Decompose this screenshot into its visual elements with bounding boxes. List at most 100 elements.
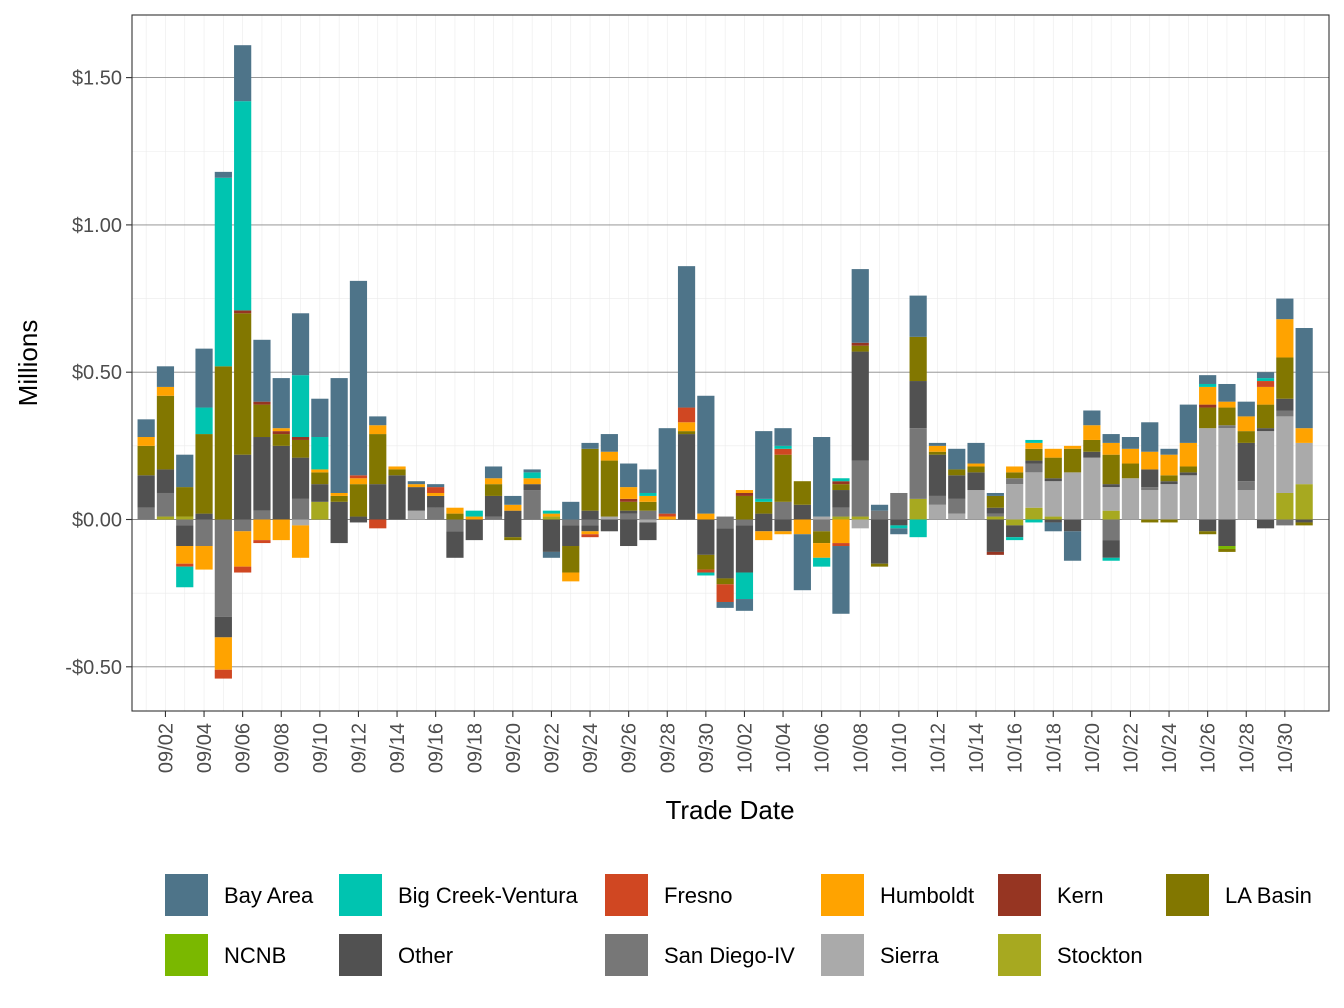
bar-segment-la-basin (1179, 466, 1197, 473)
legend-item-bay-area: Bay Area (165, 874, 314, 916)
bar-segment-bay-area (581, 442, 599, 449)
bar-segment-san-diego-iv (774, 501, 792, 520)
bar-group-09-23 (562, 501, 580, 582)
bar-group-09-20 (504, 495, 522, 541)
bar-segment-bay-area (1141, 422, 1159, 452)
legend-label: Sierra (880, 943, 939, 968)
bar-segment-la-basin (851, 345, 869, 352)
bar-segment-other (600, 519, 618, 532)
bar-segment-humboldt (465, 516, 483, 520)
bar-segment-stockton (832, 516, 850, 520)
bar-segment-humboldt (176, 546, 194, 564)
x-tick-label: 10/26 (1198, 723, 1220, 773)
x-tick-label: 10/28 (1236, 723, 1258, 773)
bar-segment-bay-area (369, 416, 387, 426)
bar-segment-big-creek-ventura (176, 566, 194, 588)
bar-segment-other (214, 616, 232, 638)
bar-segment-fresno (677, 407, 696, 423)
bar-segment-bay-area (562, 501, 580, 520)
legend-item-la-basin: LA Basin (1166, 874, 1312, 916)
bar-segment-humboldt (427, 492, 445, 496)
bar-segment-la-basin (1121, 463, 1140, 479)
bar-segment-san-diego-iv (620, 513, 638, 520)
bar-segment-la-basin (697, 554, 715, 570)
bar-segment-other (716, 528, 734, 579)
bar-segment-san-diego-iv (716, 519, 734, 529)
bar-segment-humboldt (1044, 448, 1062, 458)
bar-segment-sierra (1141, 490, 1159, 520)
bar-segment-la-basin (1237, 431, 1255, 443)
bar-segment-san-diego-iv (137, 507, 155, 520)
legend-item-big-creek-ventura: Big Creek-Ventura (339, 874, 579, 916)
bar-segment-other (581, 510, 599, 520)
bar-segment-la-basin (1141, 519, 1159, 523)
x-tick-label: 09/26 (619, 723, 641, 773)
bar-segment-san-diego-iv (156, 492, 175, 517)
bar-group-09-18 (465, 510, 483, 541)
bar-segment-la-basin (928, 451, 947, 455)
bar-segment-la-basin (253, 404, 271, 438)
bar-segment-other (1102, 540, 1120, 558)
bar-group-10-14 (967, 442, 985, 520)
legend-label: LA Basin (1225, 883, 1312, 908)
bar-segment-other (1102, 484, 1120, 488)
bar-segment-stockton (1102, 510, 1120, 520)
bar-segment-other (369, 484, 387, 520)
bar-segment-la-basin (1025, 448, 1043, 461)
bar-segment-san-diego-iv (832, 507, 850, 517)
bars-layer (137, 45, 1313, 679)
bar-segment-other (870, 519, 889, 564)
x-tick-label: 09/08 (271, 723, 293, 773)
bar-segment-bay-area (832, 546, 850, 614)
x-tick-label: 09/20 (503, 723, 525, 773)
x-tick-label: 10/16 (1005, 723, 1027, 773)
bar-segment-other (272, 445, 290, 520)
bar-segment-la-basin (639, 501, 657, 511)
bar-segment-san-diego-iv (928, 495, 947, 505)
bar-segment-sierra (1025, 472, 1043, 508)
bar-segment-san-diego-iv (523, 490, 541, 520)
bar-segment-humboldt (1102, 442, 1120, 455)
bar-segment-humboldt (446, 507, 464, 514)
bar-segment-humboldt (697, 513, 715, 520)
bar-segment-humboldt (272, 519, 290, 541)
bar-segment-bay-area (484, 466, 503, 479)
bar-segment-bay-area (600, 434, 618, 452)
x-tick-label: 10/02 (734, 723, 756, 773)
legend-label: Kern (1057, 883, 1103, 908)
bar-segment-la-basin (272, 434, 290, 446)
bar-segment-sierra (1083, 457, 1101, 520)
bar-segment-bay-area (272, 378, 290, 429)
bar-group-09-28 (658, 428, 676, 520)
bar-group-09-14 (388, 466, 406, 520)
bar-segment-san-diego-iv (1141, 487, 1159, 491)
bar-segment-humboldt (272, 428, 290, 432)
x-tick-label: 09/22 (541, 723, 563, 773)
legend-label: Other (398, 943, 453, 968)
bar-group-09-13 (369, 416, 387, 529)
bar-segment-humboldt (369, 425, 387, 435)
bar-segment-big-creek-ventura (832, 478, 850, 482)
bar-group-10-23 (1141, 422, 1159, 523)
bar-segment-other (986, 507, 1004, 514)
bar-segment-humboldt (1256, 386, 1275, 405)
bar-segment-bay-area (1295, 328, 1313, 429)
bar-segment-sierra (967, 490, 985, 520)
bar-segment-sierra (1044, 481, 1062, 517)
bar-segment-humboldt (639, 495, 657, 502)
y-tick-label: $0.50 (72, 362, 122, 384)
legend-item-stockton: Stockton (998, 934, 1143, 976)
bar-segment-la-basin (1276, 357, 1294, 399)
bar-group-10-24 (1160, 448, 1178, 523)
bar-segment-big-creek-ventura (1199, 383, 1217, 387)
bar-segment-humboldt (484, 478, 503, 485)
bar-group-10-26 (1199, 375, 1217, 535)
bar-segment-sierra (948, 513, 966, 520)
bar-segment-la-basin (137, 445, 155, 476)
bar-segment-la-basin (581, 448, 599, 511)
bar-segment-bay-area (234, 45, 252, 102)
legend-item-san-diego-iv: San Diego-IV (605, 934, 795, 976)
bar-group-09-12 (349, 280, 368, 523)
bar-segment-la-basin (1063, 448, 1082, 473)
